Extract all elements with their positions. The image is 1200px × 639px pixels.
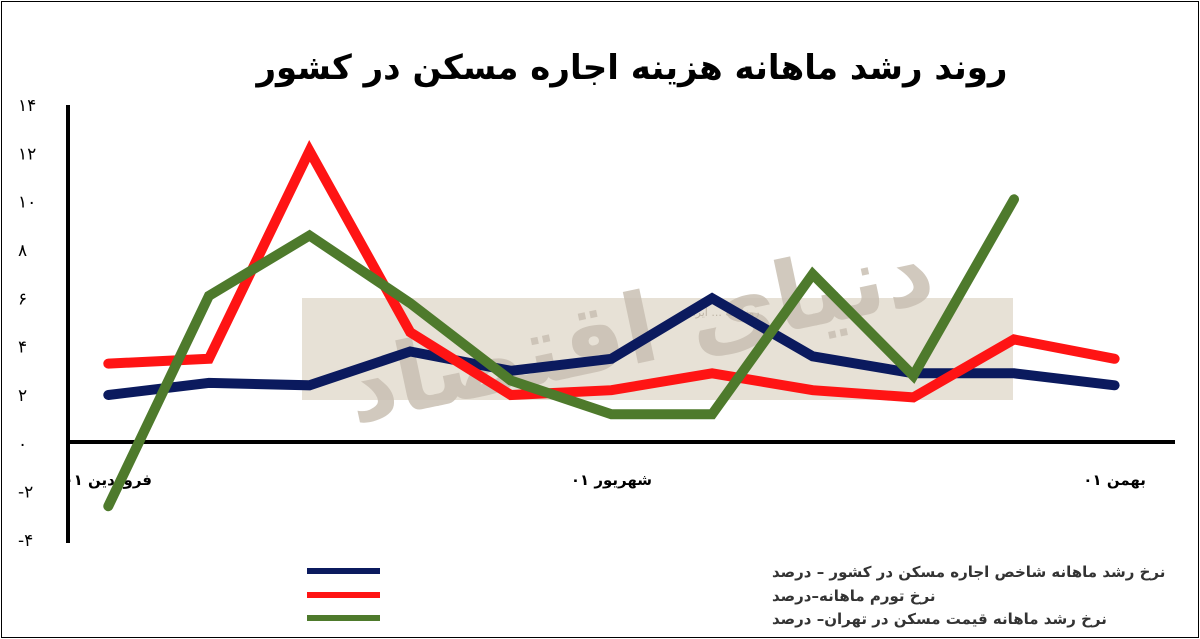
y-tick-label: ۴ — [18, 338, 27, 358]
y-tick-label: ۱۴ — [18, 96, 36, 116]
x-tick-label: بهمن ۰۱ — [1083, 471, 1146, 489]
data-point — [409, 302, 412, 305]
y-tick-label: -۴ — [18, 531, 33, 551]
data-point — [409, 350, 412, 353]
data-point — [308, 384, 311, 387]
legend: نرخ رشد ماهانه شاخص اجاره مسکن در کشور –… — [307, 563, 1165, 628]
legend-item-tehran-price: نرخ رشد ماهانه قیمت مسکن در تهران– درصد — [307, 610, 1107, 628]
data-point — [107, 362, 110, 365]
data-point — [308, 234, 311, 237]
data-point — [811, 273, 814, 276]
data-point — [308, 149, 311, 152]
legend-label: نرخ رشد ماهانه شاخص اجاره مسکن در کشور –… — [772, 563, 1165, 581]
legend-item-rent-index: نرخ رشد ماهانه شاخص اجاره مسکن در کشور –… — [307, 563, 1165, 581]
data-point — [912, 374, 915, 377]
legend-label: نرخ رشد ماهانه قیمت مسکن در تهران– درصد — [772, 610, 1107, 628]
data-point — [711, 297, 714, 300]
data-point — [711, 372, 714, 375]
data-point — [1012, 338, 1015, 341]
data-point — [912, 396, 915, 399]
y-tick-label: ۱۲ — [18, 144, 36, 164]
data-point — [207, 294, 210, 297]
data-point — [509, 369, 512, 372]
data-point — [107, 505, 110, 508]
data-point — [610, 413, 613, 416]
data-point — [509, 379, 512, 382]
data-point — [610, 389, 613, 392]
data-point — [409, 331, 412, 334]
data-point — [207, 381, 210, 384]
chart-title: روند رشد ماهانه هزینه اجاره مسکن در کشور — [254, 48, 1007, 88]
y-tick-label: ۸ — [18, 241, 27, 261]
x-tick-labels: فروردین ۰۱ شهریور ۰۱ بهمن ۰۱ — [65, 471, 1146, 489]
data-point — [107, 394, 110, 396]
y-tick-label: ۰ — [18, 434, 27, 454]
y-tick-labels: -۴ -۲ ۰ ۲ ۴ ۶ ۸ ۱۰ ۱۲ ۱۴ — [18, 96, 36, 551]
data-point — [711, 413, 714, 416]
data-point — [1012, 198, 1015, 201]
x-tick-label: شهریور ۰۱ — [571, 471, 652, 489]
series-line-2 — [103, 194, 1019, 512]
data-point — [1113, 384, 1116, 387]
series-lines — [103, 140, 1120, 512]
y-tick-label: ۲ — [18, 386, 27, 406]
y-tick-label: ۶ — [18, 289, 27, 309]
legend-item-inflation: نرخ تورم ماهانه–درصد — [307, 587, 936, 605]
data-point — [811, 389, 814, 392]
legend-label: نرخ تورم ماهانه–درصد — [772, 587, 936, 605]
y-tick-label: ۱۰ — [18, 193, 36, 213]
data-point — [1113, 357, 1116, 360]
data-point — [811, 355, 814, 358]
data-point — [1012, 372, 1015, 375]
x-tick-label: فروردین ۰۱ — [65, 471, 152, 489]
data-point — [610, 357, 613, 360]
data-point — [509, 394, 512, 396]
y-tick-label: -۲ — [18, 483, 33, 503]
data-point — [207, 357, 210, 360]
